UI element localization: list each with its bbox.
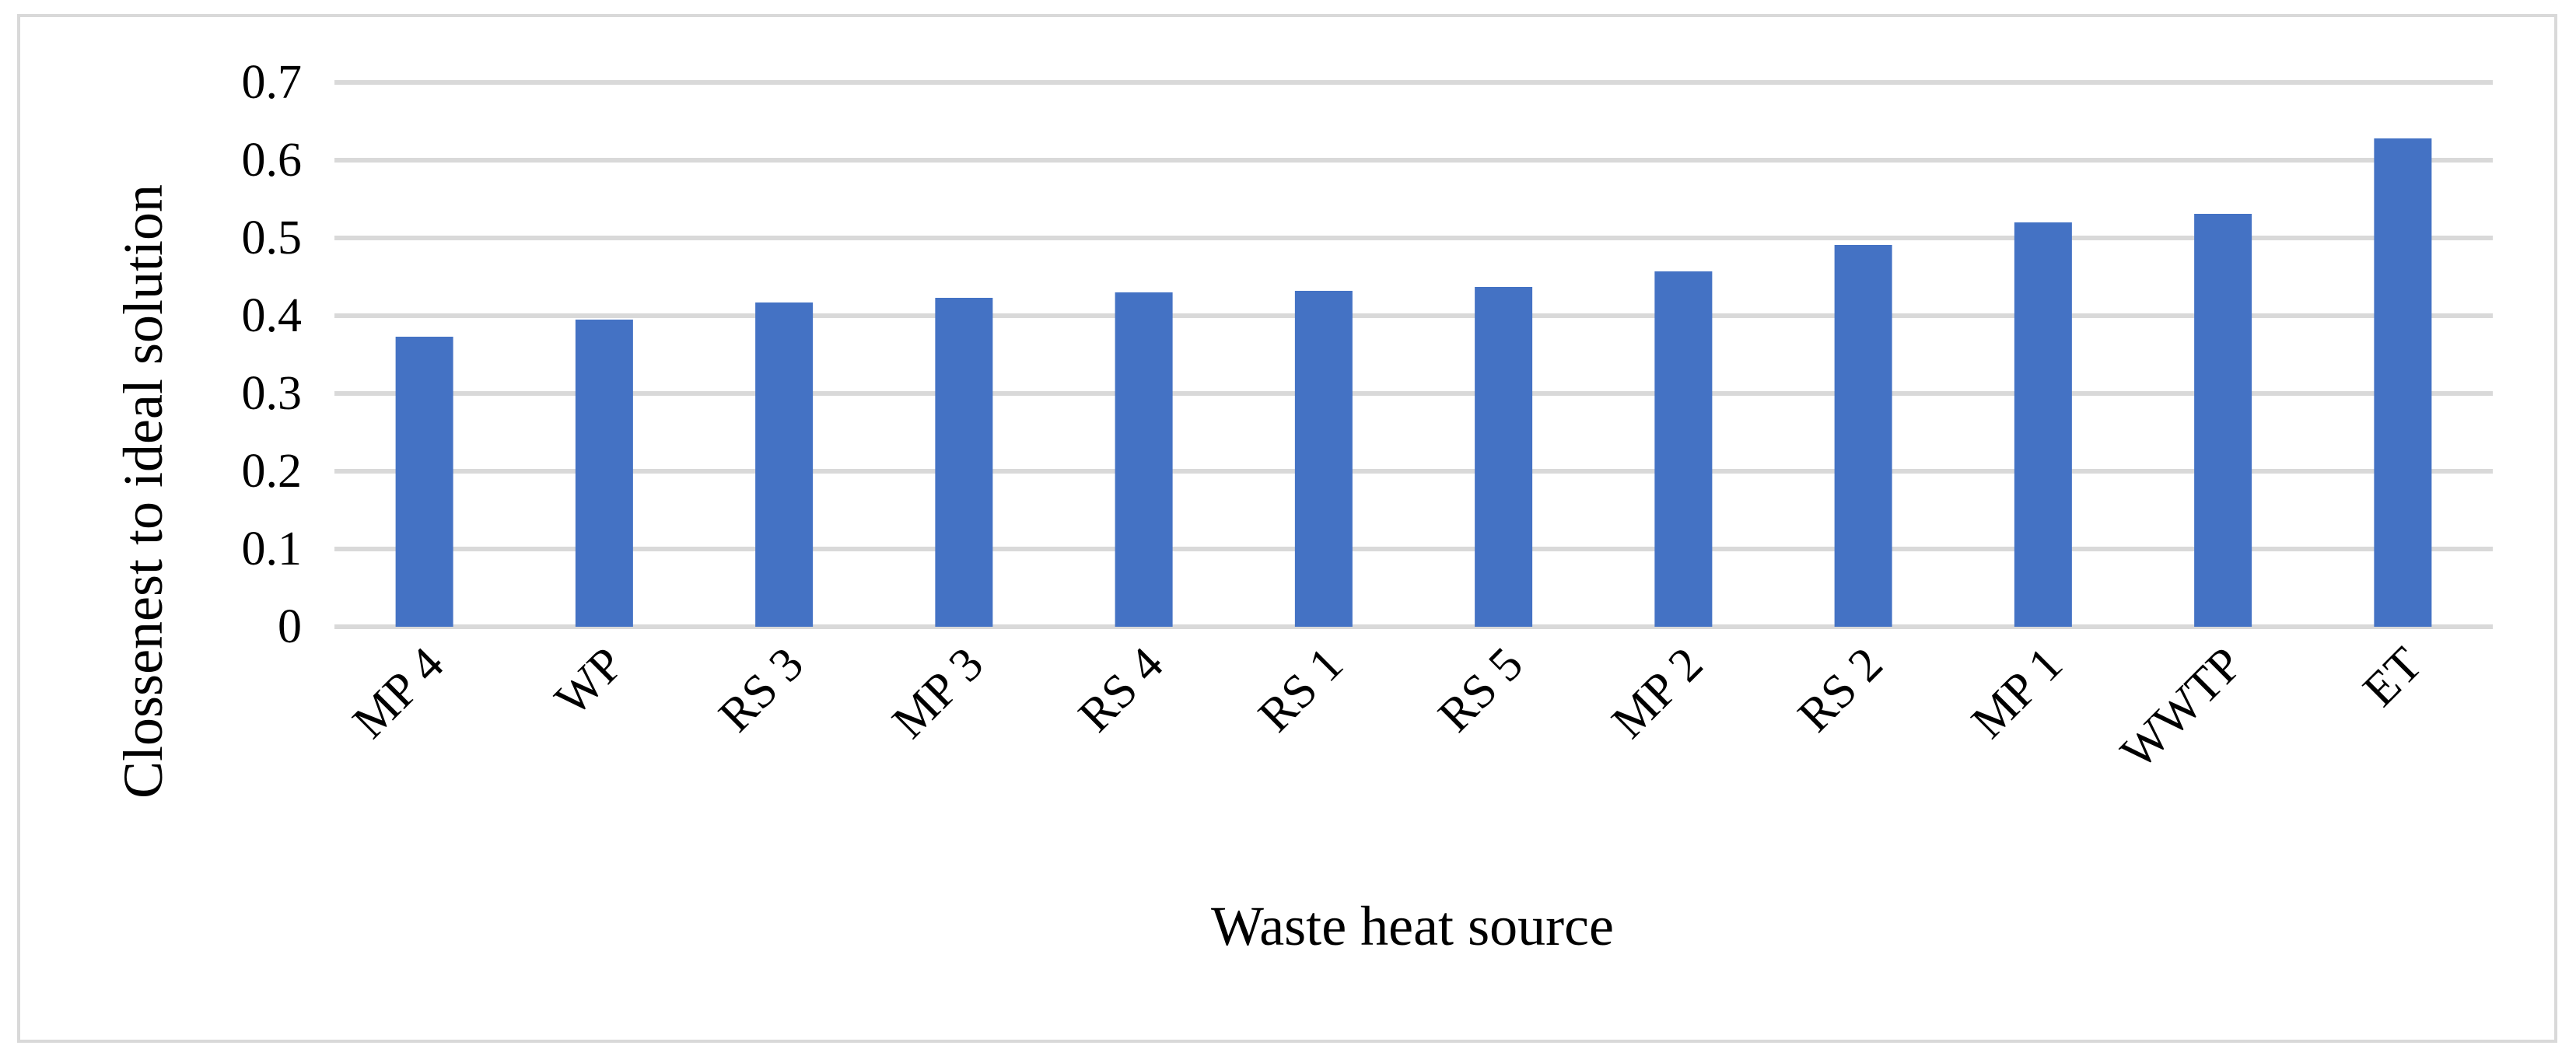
bar-wp (575, 320, 633, 627)
x-tick-label: RS 4 (1069, 638, 1174, 743)
x-tick-label: RS 1 (1248, 638, 1353, 743)
bar-rs-1 (1294, 291, 1353, 627)
bars (395, 138, 2432, 627)
gridlines (334, 80, 2493, 629)
bar-rs-4 (1115, 292, 1173, 627)
x-tick-label: MP 1 (1962, 638, 2073, 749)
bar-mp-1 (2014, 222, 2072, 627)
x-tick-label: MP 2 (1602, 638, 1713, 749)
y-axis-title: Clossenest to ideal solution (112, 184, 174, 799)
bar-rs-5 (1475, 287, 1533, 627)
bar-mp-3 (935, 298, 993, 627)
x-tick-label: RS 5 (1428, 638, 1533, 743)
y-tick-label: 0.6 (242, 134, 303, 187)
y-tick-label: 0 (278, 600, 302, 653)
y-tick-label: 0.4 (242, 289, 303, 342)
bar-rs-2 (1834, 245, 1892, 627)
bar-wwtp (2194, 214, 2252, 627)
x-tick-label: MP 3 (883, 638, 994, 749)
bar-rs-3 (755, 302, 814, 627)
x-tick-label: ET (2354, 638, 2433, 717)
x-tick-label: MP 4 (343, 638, 454, 749)
x-axis-title: Waste heat source (1211, 895, 1614, 957)
y-tick-label: 0.1 (242, 523, 303, 575)
bar-mp-2 (1654, 271, 1713, 627)
x-tick-labels: MP 4 WP RS 3 MP 3 RS 4 RS 1 RS 5 MP 2 RS 2 MP 1 WW… (343, 638, 2432, 779)
x-tick-label: WWTP (2111, 638, 2252, 779)
x-tick-label: RS 2 (1788, 638, 1893, 743)
y-tick-label: 0.5 (242, 212, 303, 264)
y-tick-label: 0.3 (242, 367, 303, 420)
y-tick-label: 0.2 (242, 445, 303, 498)
bar-et (2374, 138, 2432, 627)
y-tick-label: 0.7 (242, 56, 303, 109)
bar-mp-4 (395, 337, 453, 627)
x-tick-label: WP (545, 638, 634, 726)
y-tick-labels: 0 0.1 0.2 0.3 0.4 0.5 0.6 0.7 (242, 56, 303, 653)
x-tick-label: RS 3 (709, 638, 814, 743)
